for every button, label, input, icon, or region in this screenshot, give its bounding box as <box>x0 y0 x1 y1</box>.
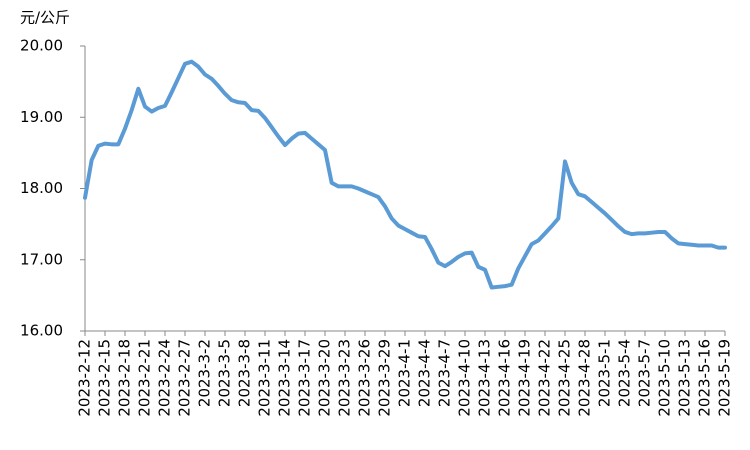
x-tick-label: 2023-2-12 <box>76 339 94 417</box>
x-tick-label: 2023-4-19 <box>516 339 534 417</box>
y-tick-label: 17.00 <box>20 250 63 268</box>
x-tick-label: 2023-3-26 <box>356 339 374 417</box>
y-tick-label: 18.00 <box>20 179 63 197</box>
x-tick-label: 2023-5-4 <box>616 339 634 407</box>
x-tick-label: 2023-4-28 <box>576 339 594 417</box>
x-tick-label: 2023-3-5 <box>216 339 234 407</box>
x-tick-label: 2023-4-25 <box>556 339 574 417</box>
x-tick-label: 2023-4-7 <box>436 339 454 407</box>
x-tick-label: 2023-3-23 <box>336 339 354 417</box>
x-tick-label: 2023-4-10 <box>456 339 474 417</box>
x-tick-label: 2023-2-24 <box>156 339 174 417</box>
data-line <box>83 59 727 290</box>
x-tick-label: 2023-4-1 <box>396 339 414 407</box>
x-tick-label: 2023-3-17 <box>296 339 314 417</box>
x-tick-label: 2023-5-19 <box>716 339 734 417</box>
y-tick-label: 16.00 <box>20 322 63 340</box>
x-tick-label: 2023-4-16 <box>496 339 514 417</box>
y-axis-label: 元/公斤 <box>20 9 70 27</box>
x-tick-label: 2023-3-20 <box>316 339 334 417</box>
x-tick-label: 2023-3-11 <box>256 339 274 417</box>
x-tick-label: 2023-5-13 <box>676 339 694 417</box>
x-tick-label: 2023-5-16 <box>696 339 714 417</box>
x-tick-label: 2023-4-22 <box>536 339 554 417</box>
x-tick-label: 2023-3-14 <box>276 339 294 417</box>
x-tick-label: 2023-3-29 <box>376 339 394 417</box>
y-tick-label: 19.00 <box>20 108 63 126</box>
x-tick-label: 2023-3-8 <box>236 339 254 407</box>
x-tick-label: 2023-5-7 <box>636 339 654 407</box>
x-tick-label: 2023-4-4 <box>416 339 434 407</box>
y-tick-label: 20.00 <box>20 37 63 55</box>
x-tick-label: 2023-4-13 <box>476 339 494 417</box>
x-tick-label: 2023-5-10 <box>656 339 674 417</box>
x-tick-label: 2023-2-27 <box>176 339 194 417</box>
x-tick-label: 2023-2-18 <box>116 339 134 417</box>
x-tick-label: 2023-2-15 <box>96 339 114 417</box>
x-tick-label: 2023-5-1 <box>596 339 614 407</box>
x-tick-label: 2023-2-21 <box>136 339 154 417</box>
x-tick-label: 2023-3-2 <box>196 339 214 407</box>
